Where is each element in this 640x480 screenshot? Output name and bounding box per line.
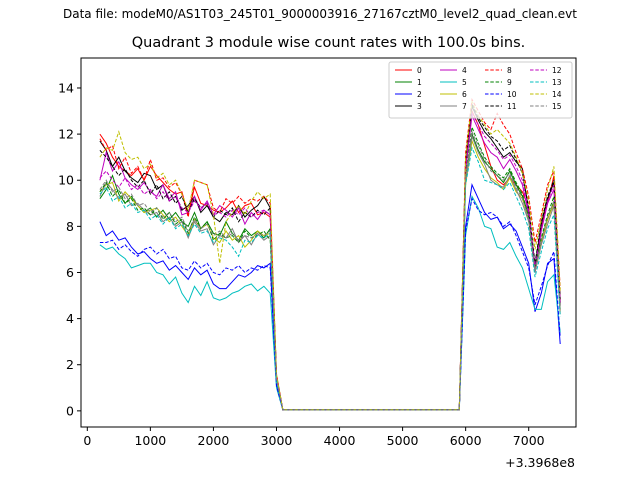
y-tick-label: 8 — [66, 219, 74, 234]
y-tick-label: 6 — [66, 265, 74, 280]
y-axis: 0 2 4 6 8 10 12 14 — [58, 80, 81, 418]
legend-label-6: 6 — [462, 90, 467, 99]
series-line-6 — [99, 139, 561, 411]
x-tick-label: 2000 — [198, 433, 230, 448]
figure-suptitle: Data file: modeM0/AS1T03_245T01_90000039… — [63, 7, 577, 21]
series-line-13 — [99, 146, 561, 411]
axes-frame — [80, 57, 577, 428]
series-line-4 — [99, 113, 561, 411]
x-tick-label: 6000 — [450, 433, 482, 448]
legend-box — [388, 61, 573, 119]
legend-label-11: 11 — [507, 102, 517, 111]
legend-label-0: 0 — [417, 66, 422, 75]
legend-label-7: 7 — [462, 102, 467, 111]
chart-title: Quadrant 3 module wise count rates with … — [131, 35, 526, 51]
x-tick-label: 5000 — [387, 433, 419, 448]
legend-label-12: 12 — [552, 66, 562, 75]
series-line-1 — [99, 132, 561, 411]
legend-label-14: 14 — [552, 90, 562, 99]
legend-label-5: 5 — [462, 78, 467, 87]
legend-label-15: 15 — [552, 102, 562, 111]
y-tick-label: 14 — [58, 80, 74, 95]
y-tick-label: 10 — [58, 173, 74, 188]
y-tick-label: 0 — [66, 403, 74, 418]
legend-label-9: 9 — [507, 78, 512, 87]
legend-label-3: 3 — [417, 102, 422, 111]
series-line-5 — [99, 194, 561, 411]
x-axis: 0 1000 2000 3000 4000 5000 6000 7000 — [83, 427, 545, 448]
x-axis-offset-label: +3.3968e8 — [505, 455, 575, 470]
x-tick-label: 3000 — [261, 433, 293, 448]
series-line-11 — [99, 102, 561, 411]
series-line-0 — [99, 109, 561, 411]
series-line-12 — [99, 111, 561, 411]
y-tick-label: 2 — [66, 357, 74, 372]
x-tick-label: 1000 — [134, 433, 166, 448]
series-line-10 — [99, 197, 561, 411]
legend-label-1: 1 — [417, 78, 422, 87]
legend-label-13: 13 — [552, 78, 562, 87]
y-tick-label: 12 — [58, 127, 74, 142]
y-tick-label: 4 — [66, 311, 74, 326]
plot-lines — [99, 97, 561, 411]
x-tick-label: 0 — [83, 433, 91, 448]
x-tick-label: 7000 — [513, 433, 545, 448]
legend-label-8: 8 — [507, 66, 512, 75]
x-tick-label: 4000 — [324, 433, 356, 448]
series-line-8 — [99, 97, 561, 411]
legend-label-4: 4 — [462, 66, 467, 75]
series-line-2 — [99, 183, 561, 411]
series-line-3 — [99, 104, 561, 411]
series-line-14 — [99, 99, 561, 411]
series-line-15 — [99, 130, 561, 411]
legend-label-2: 2 — [417, 90, 422, 99]
legend-label-10: 10 — [507, 90, 517, 99]
